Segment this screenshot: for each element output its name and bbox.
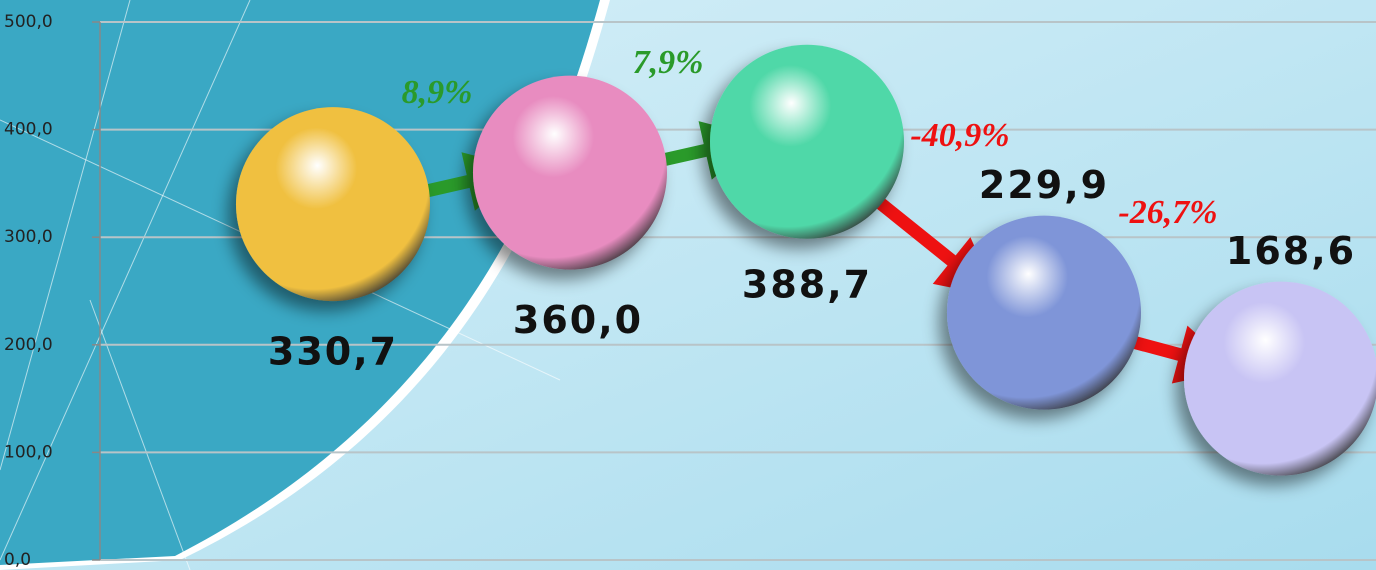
sphere [473, 75, 667, 270]
y-tick-label: 500,0 [4, 12, 53, 32]
value-label: 168,6 [1226, 229, 1356, 273]
y-tick-label: 100,0 [4, 442, 53, 462]
y-tick-label: 300,0 [4, 227, 53, 247]
y-tick-label: 400,0 [4, 120, 53, 140]
sphere [236, 107, 430, 302]
change-annotation: -26,7% [1118, 194, 1217, 231]
y-tick-label: 200,0 [4, 335, 53, 355]
change-annotation: 7,9% [633, 44, 704, 81]
sphere [710, 44, 904, 239]
sphere [947, 215, 1141, 410]
change-annotation: -40,9% [910, 117, 1009, 154]
change-annotation: 8,9% [402, 74, 473, 111]
value-label: 388,7 [742, 262, 872, 306]
value-label: 330,7 [268, 330, 398, 374]
sphere [1184, 281, 1376, 476]
value-label: 229,9 [979, 163, 1109, 207]
y-tick-label: 0,0 [4, 550, 31, 570]
value-label: 360,0 [513, 298, 643, 342]
